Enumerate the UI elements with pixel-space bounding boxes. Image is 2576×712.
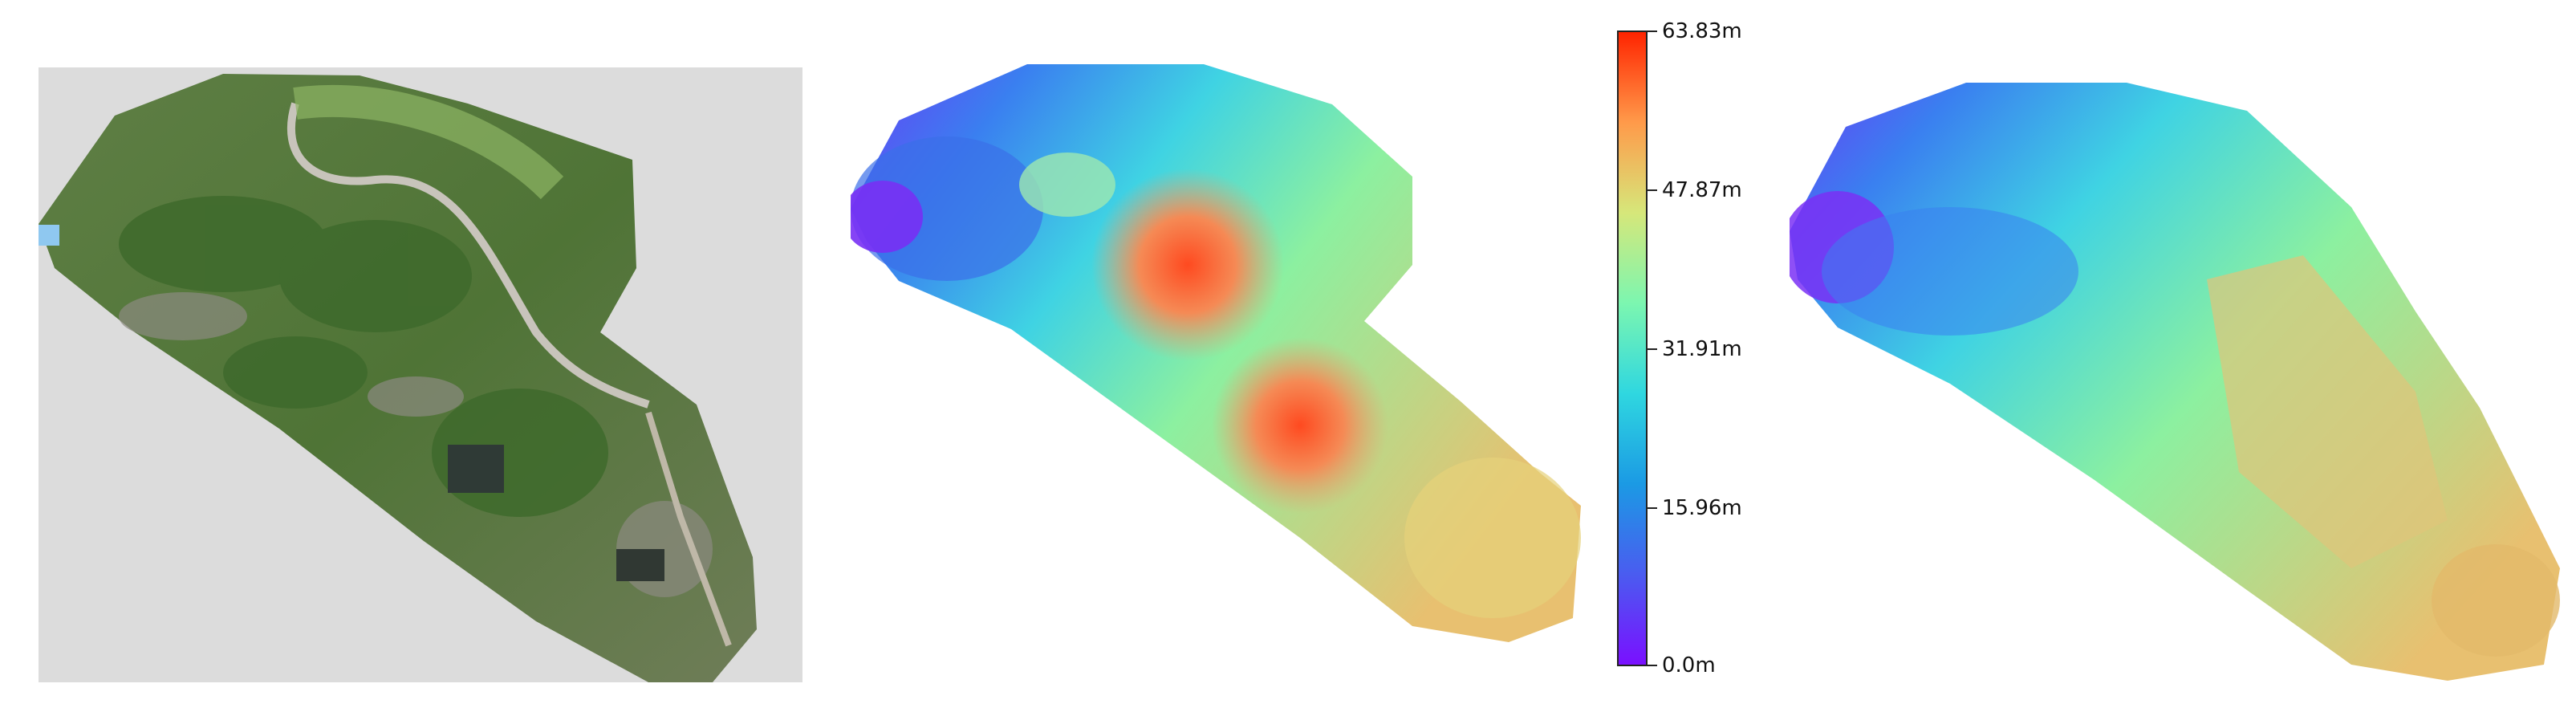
height-map-smooth [1790, 71, 2560, 681]
colorbar-tick-label: 47.87m [1662, 178, 1742, 202]
aerial-orthophoto [39, 67, 802, 682]
colorbar-tick [1648, 507, 1657, 509]
colorbar-tick-label-min: 0.0m [1662, 653, 1716, 677]
colorbar-tick [1648, 31, 1657, 32]
colorbar-tick [1648, 348, 1657, 350]
height-map-dense [851, 56, 1581, 642]
colorbar-tick-label-max: 63.83m [1662, 19, 1742, 43]
colorbar-tick-label: 31.91m [1662, 337, 1742, 361]
colorbar [1617, 31, 1648, 666]
colorbar-tick [1648, 665, 1657, 666]
colorbar-tick-label: 15.96m [1662, 496, 1742, 520]
colorbar-tick [1648, 189, 1657, 191]
